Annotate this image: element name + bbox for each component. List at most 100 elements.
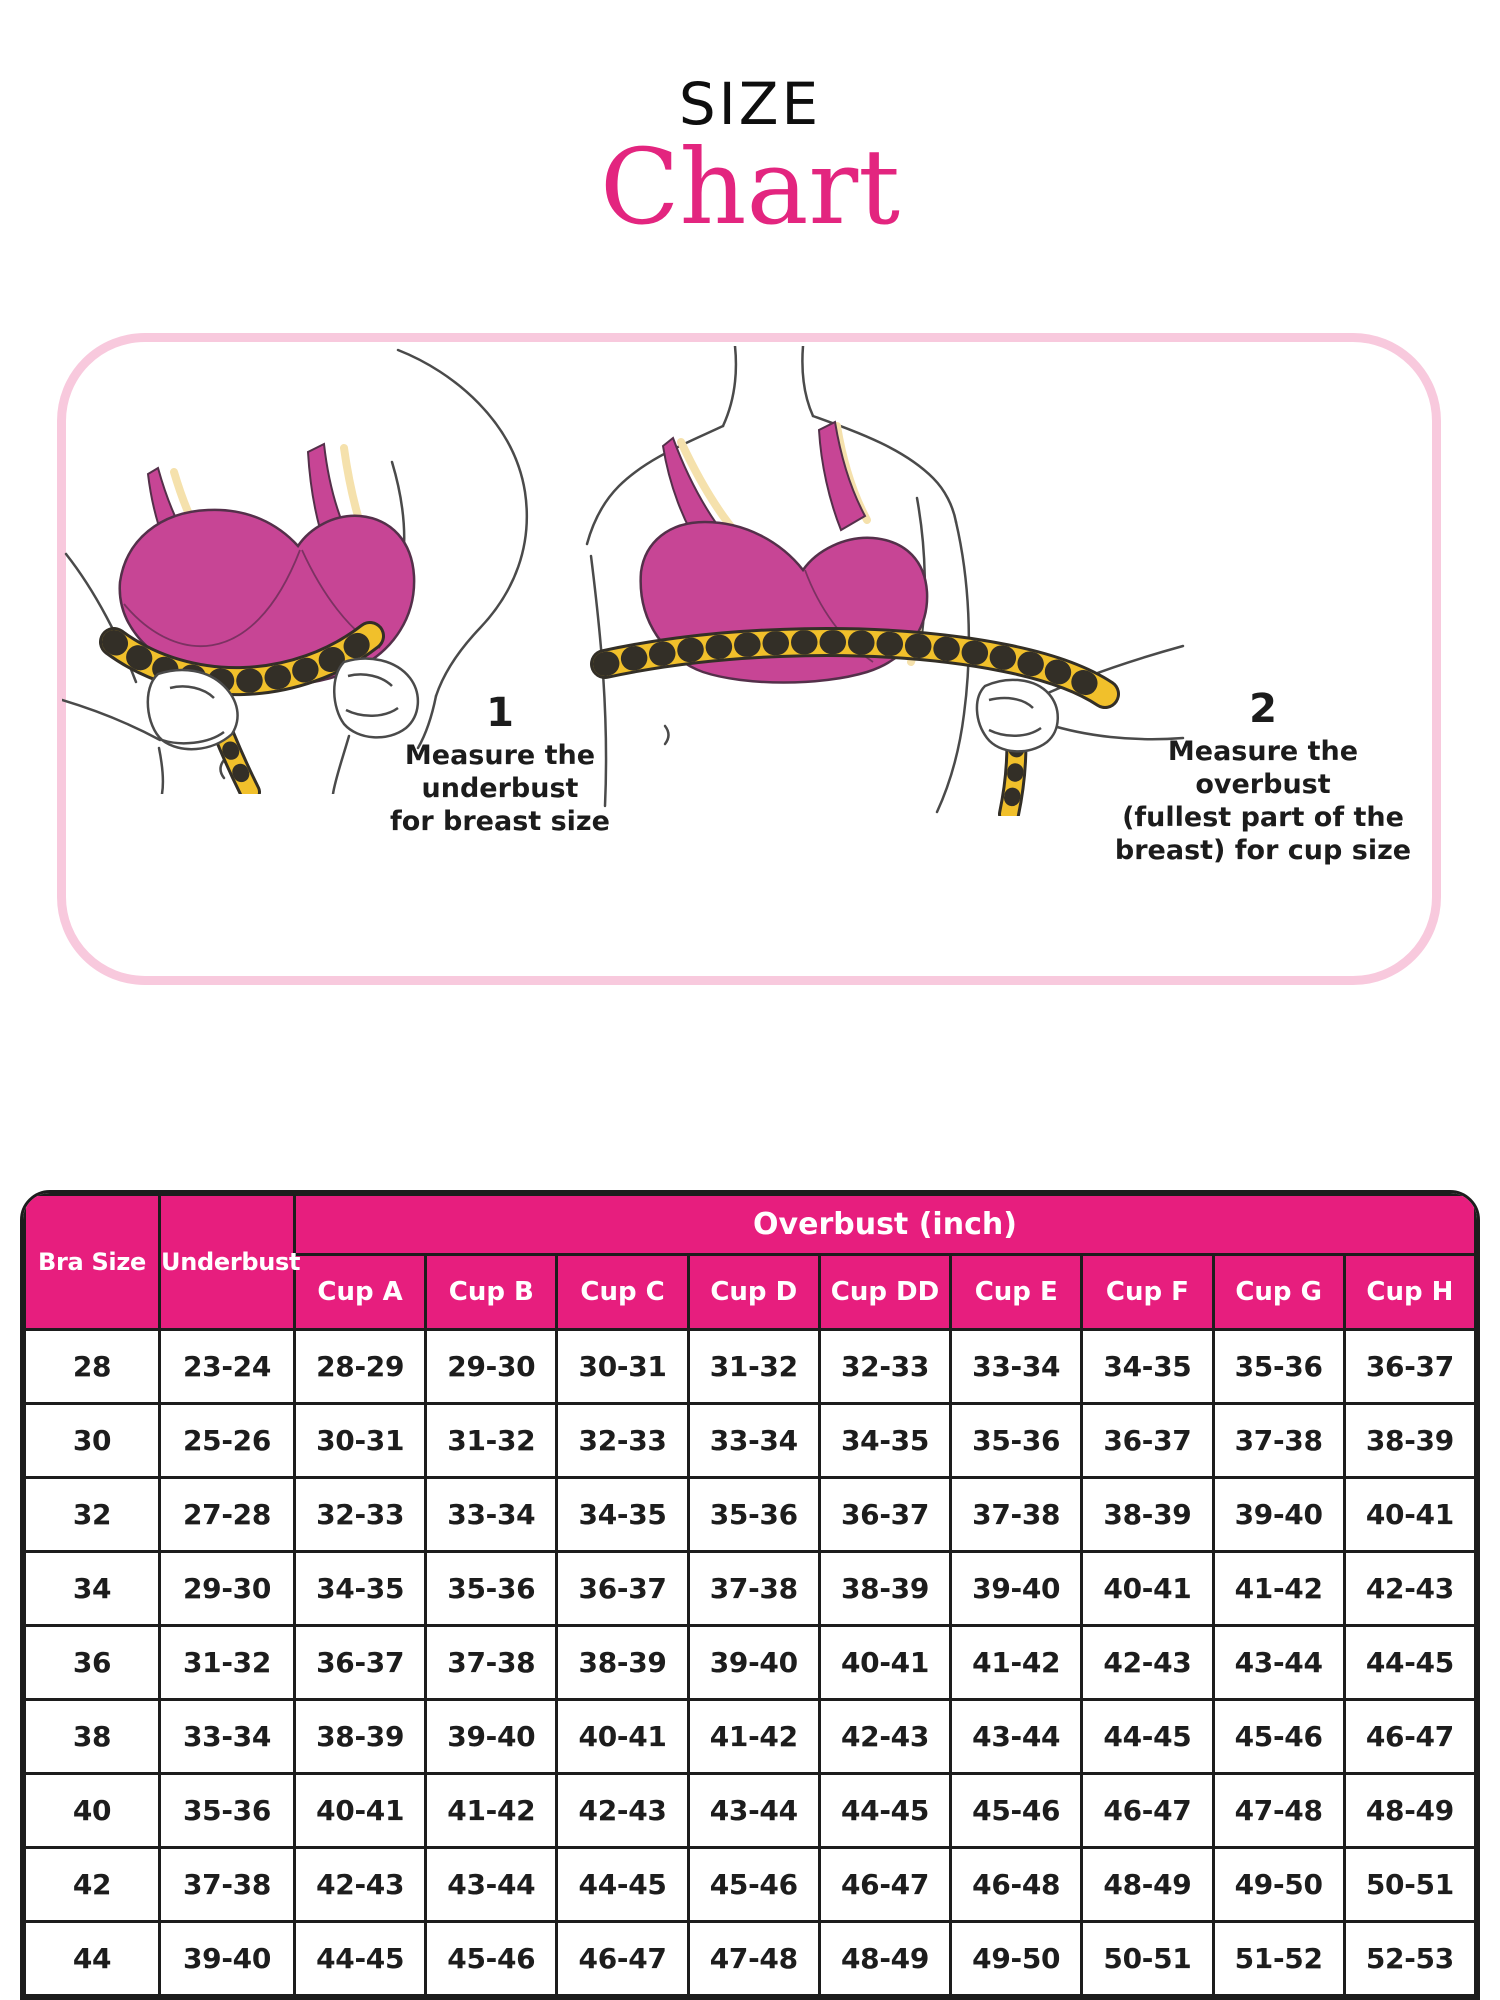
cup-value-cell: 36-37 [817, 1476, 953, 1553]
underbust-cell: 29-30 [158, 1550, 296, 1627]
step-1-line: underbust [421, 772, 579, 804]
cup-value-cell: 37-38 [686, 1550, 821, 1627]
table-row: 28 23-24 28-29 29-30 30-31 31-32 32-33 33-34 34-… [23, 1328, 1477, 1405]
cup-value-cell: 34-35 [292, 1550, 428, 1627]
cup-value-cell: 49-50 [1211, 1846, 1346, 1923]
cup-value-cell: 37-38 [424, 1624, 559, 1701]
cup-value-cell: 51-52 [1211, 1920, 1346, 1997]
cup-value-cell: 32-33 [292, 1476, 428, 1553]
cup-value-cell: 48-49 [1080, 1846, 1215, 1923]
cup-value-cell: 44-45 [555, 1846, 690, 1923]
cup-value-cell: 38-39 [1342, 1402, 1477, 1479]
cup-column-header: Cup B [424, 1253, 559, 1331]
cup-value-cell: 49-50 [949, 1920, 1084, 1997]
cup-value-cell: 33-34 [686, 1402, 821, 1479]
table-row: 40 35-36 40-41 41-42 42-43 43-44 44-45 45-46 46-… [23, 1772, 1477, 1849]
cup-column-header: Cup C [555, 1253, 690, 1331]
overbust-span-header: Overbust (inch) [293, 1193, 1477, 1256]
cup-value-cell: 34-35 [1080, 1328, 1215, 1405]
cup-value-cell: 47-48 [686, 1920, 821, 1997]
cup-value-cell: 40-41 [555, 1698, 690, 1775]
cup-value-cell: 30-31 [555, 1328, 690, 1405]
bra-size-column-header: Bra Size [23, 1193, 161, 1331]
cup-value-cell: 38-39 [555, 1624, 690, 1701]
cup-value-cell: 45-46 [1211, 1698, 1346, 1775]
cup-value-cell: 31-32 [686, 1328, 821, 1405]
step-2-line: Measure the overbust [1167, 736, 1359, 800]
cup-value-cell: 42-43 [555, 1772, 690, 1849]
instruction-step-1: 1 Measure the underbust for breast size [345, 692, 655, 839]
cup-value-cell: 37-38 [949, 1476, 1084, 1553]
bra-size-cell: 28 [23, 1328, 161, 1405]
cup-value-cell: 41-42 [424, 1772, 559, 1849]
cup-value-cell: 41-42 [949, 1624, 1084, 1701]
underbust-cell: 33-34 [158, 1698, 296, 1775]
cup-column-header: Cup A [292, 1253, 428, 1331]
table-row: 36 31-32 36-37 37-38 38-39 39-40 40-41 41-42 42-… [23, 1624, 1477, 1701]
underbust-cell: 37-38 [158, 1846, 296, 1923]
cup-value-cell: 40-41 [1080, 1550, 1215, 1627]
size-chart-table: Bra Size Underbust Overbust (inch) Cup A… [20, 1190, 1480, 2000]
bra-size-cell: 30 [23, 1402, 161, 1479]
cup-value-cell: 39-40 [949, 1550, 1084, 1627]
cup-value-cell: 40-41 [1342, 1476, 1477, 1553]
cup-value-cell: 42-43 [817, 1698, 953, 1775]
cup-value-cell: 34-35 [817, 1402, 953, 1479]
underbust-column-header: Underbust [158, 1193, 301, 1331]
instruction-step-2: 2 Measure the overbust (fullest part of … [1098, 688, 1428, 868]
cup-value-cell: 41-42 [686, 1698, 821, 1775]
cup-value-cell: 42-43 [1080, 1624, 1215, 1701]
cup-value-cell: 46-47 [1080, 1772, 1215, 1849]
table-row: 42 37-38 42-43 43-44 44-45 45-46 46-47 46-48 48-… [23, 1846, 1477, 1923]
cup-value-cell: 50-51 [1080, 1920, 1215, 1997]
cup-value-cell: 35-36 [686, 1476, 821, 1553]
cup-value-cell: 36-37 [555, 1550, 690, 1627]
cup-value-cell: 47-48 [1211, 1772, 1346, 1849]
underbust-cell: 27-28 [158, 1476, 296, 1553]
cup-value-cell: 31-32 [424, 1402, 559, 1479]
table-row: 44 39-40 44-45 45-46 46-47 47-48 48-49 49-50 50-… [23, 1920, 1477, 1997]
bra-size-cell: 36 [23, 1624, 161, 1701]
bra-size-cell: 42 [23, 1846, 161, 1923]
cup-value-cell: 48-49 [1342, 1772, 1477, 1849]
underbust-cell: 39-40 [158, 1920, 296, 1997]
cup-value-cell: 45-46 [686, 1846, 821, 1923]
bra-size-cell: 32 [23, 1476, 161, 1553]
cup-value-cell: 39-40 [424, 1698, 559, 1775]
cup-value-cell: 42-43 [292, 1846, 428, 1923]
step-1-line: Measure the [404, 740, 596, 771]
step-2-number: 2 [1249, 686, 1277, 732]
bra-size-cell: 38 [23, 1698, 161, 1775]
cup-value-cell: 32-33 [817, 1328, 953, 1405]
cup-value-cell: 37-38 [1211, 1402, 1346, 1479]
step-1-number: 1 [486, 690, 514, 736]
cup-value-cell: 46-47 [817, 1846, 953, 1923]
cup-value-cell: 29-30 [424, 1328, 559, 1405]
step-2-line: (fullest part of the [1122, 801, 1404, 833]
bra-size-cell: 34 [23, 1550, 161, 1627]
cup-column-header: Cup F [1080, 1253, 1215, 1331]
cup-value-cell: 38-39 [1080, 1476, 1215, 1553]
cup-column-header: Cup E [949, 1253, 1084, 1331]
step-2-line: breast) for cup size [1114, 834, 1412, 866]
cup-value-cell: 48-49 [817, 1920, 953, 1997]
cup-value-cell: 43-44 [949, 1698, 1084, 1775]
cup-value-cell: 43-44 [1211, 1624, 1346, 1701]
cup-value-cell: 35-36 [1211, 1328, 1346, 1405]
cup-value-cell: 40-41 [817, 1624, 953, 1701]
cup-value-cell: 44-45 [817, 1772, 953, 1849]
table-row: 34 29-30 34-35 35-36 36-37 37-38 38-39 39-40 40-… [23, 1550, 1477, 1627]
cup-value-cell: 33-34 [949, 1328, 1084, 1405]
cup-value-cell: 28-29 [292, 1328, 428, 1405]
underbust-cell: 35-36 [158, 1772, 296, 1849]
cup-value-cell: 32-33 [555, 1402, 690, 1479]
cup-column-header: Cup DD [817, 1253, 953, 1331]
cup-value-cell: 30-31 [292, 1402, 428, 1479]
cup-value-cell: 46-47 [555, 1920, 690, 1997]
cup-value-cell: 39-40 [1211, 1476, 1346, 1553]
cup-value-cell: 40-41 [292, 1772, 428, 1849]
step-1-line: for breast size [390, 805, 610, 837]
cup-value-cell: 44-45 [1080, 1698, 1215, 1775]
cup-value-cell: 36-37 [292, 1624, 428, 1701]
cup-value-cell: 35-36 [424, 1550, 559, 1627]
